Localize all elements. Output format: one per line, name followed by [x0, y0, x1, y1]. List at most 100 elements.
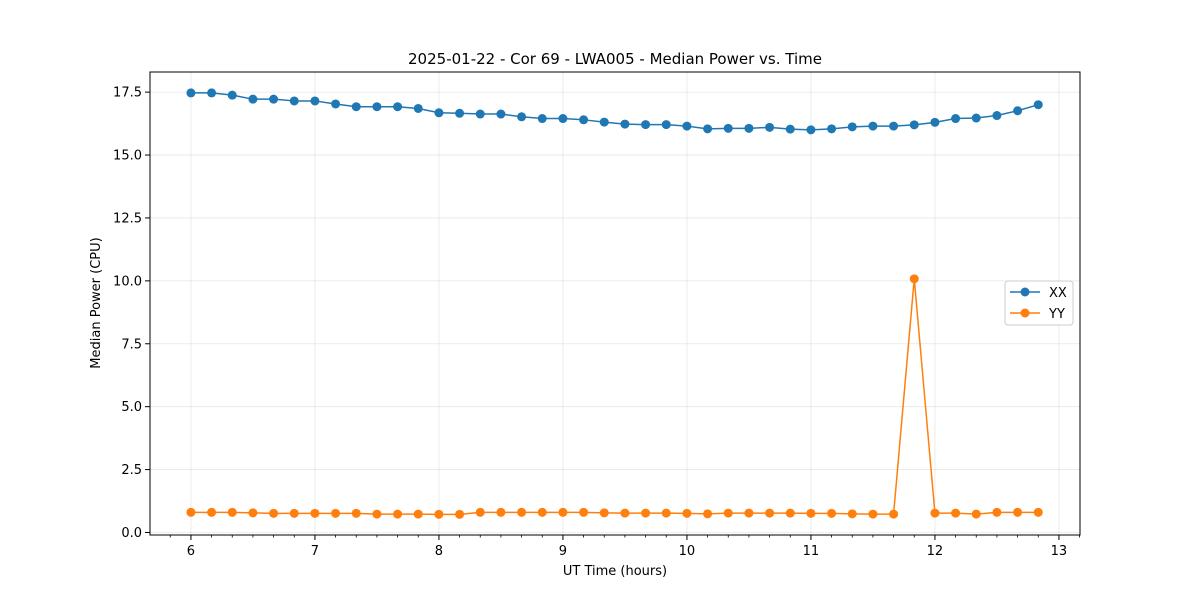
data-point-xx: [765, 122, 775, 132]
series-layer: [186, 88, 1043, 519]
data-point-xx: [951, 114, 961, 124]
y-tick-label: 2.5: [121, 463, 142, 478]
data-point-yy: [517, 507, 527, 517]
data-point-xx: [558, 114, 568, 124]
data-point-yy: [909, 274, 919, 284]
data-point-yy: [599, 508, 609, 518]
data-point-yy: [475, 507, 485, 517]
data-point-yy: [930, 508, 940, 518]
x-tick-label: 11: [803, 544, 820, 559]
data-point-xx: [537, 114, 547, 124]
x-tick-label: 6: [187, 544, 195, 559]
series-xx: [186, 88, 1043, 135]
data-point-yy: [806, 508, 816, 518]
data-point-yy: [537, 507, 547, 517]
data-point-xx: [971, 113, 981, 123]
data-point-xx: [517, 112, 527, 122]
data-point-xx: [310, 96, 320, 106]
data-point-yy: [227, 507, 237, 517]
data-point-yy: [723, 508, 733, 518]
data-point-xx: [413, 103, 423, 113]
data-point-xx: [455, 108, 465, 118]
data-point-xx: [661, 120, 671, 130]
data-point-xx: [847, 122, 857, 132]
data-point-yy: [1033, 507, 1043, 517]
chart-title: 2025-01-22 - Cor 69 - LWA005 - Median Po…: [408, 50, 822, 68]
x-tick-label: 12: [927, 544, 944, 559]
data-point-yy: [455, 509, 465, 519]
x-tick-label: 13: [1051, 544, 1068, 559]
data-point-yy: [682, 508, 692, 518]
data-point-yy: [744, 508, 754, 518]
data-point-xx: [331, 99, 341, 109]
data-point-yy: [951, 508, 961, 518]
data-point-yy: [331, 508, 341, 518]
data-point-yy: [413, 509, 423, 519]
legend-marker-xx: [1020, 287, 1030, 297]
data-point-xx: [248, 94, 258, 104]
legend: XX YY: [1004, 280, 1074, 326]
y-tick-label: 7.5: [121, 337, 142, 352]
data-point-yy: [703, 509, 713, 519]
data-point-yy: [992, 507, 1002, 517]
legend-label-yy: YY: [1048, 307, 1065, 322]
data-point-yy: [310, 508, 320, 518]
data-point-xx: [1013, 106, 1023, 116]
data-point-xx: [744, 123, 754, 133]
plot-frame: [149, 71, 1081, 536]
data-point-xx: [785, 124, 795, 134]
data-point-xx: [351, 102, 361, 112]
data-point-xx: [269, 94, 279, 104]
data-point-yy: [579, 507, 589, 517]
data-point-yy: [868, 509, 878, 519]
data-point-xx: [682, 121, 692, 131]
data-point-xx: [827, 124, 837, 134]
data-point-yy: [889, 509, 899, 519]
data-point-yy: [785, 508, 795, 518]
data-point-xx: [723, 123, 733, 133]
data-point-xx: [599, 117, 609, 127]
data-point-xx: [227, 90, 237, 100]
x-axis-label: UT Time (hours): [563, 564, 667, 579]
y-tick-label: 10.0: [113, 274, 142, 289]
data-point-yy: [186, 507, 196, 517]
data-point-xx: [806, 125, 816, 135]
x-tick-label: 7: [311, 544, 319, 559]
data-point-yy: [620, 508, 630, 518]
data-point-yy: [558, 507, 568, 517]
data-point-yy: [496, 507, 506, 517]
legend-label-xx: XX: [1049, 286, 1067, 301]
data-point-xx: [434, 108, 444, 118]
y-tick-label: 15.0: [113, 149, 142, 164]
data-point-yy: [269, 508, 279, 518]
data-point-xx: [496, 109, 506, 119]
data-point-xx: [703, 124, 713, 134]
y-tick-label: 0.0: [121, 526, 142, 541]
data-point-xx: [620, 119, 630, 129]
legend-marker-yy: [1020, 308, 1030, 318]
data-point-yy: [971, 509, 981, 519]
data-point-xx: [475, 109, 485, 119]
data-point-xx: [579, 115, 589, 125]
x-tick-label: 9: [559, 544, 567, 559]
data-point-xx: [641, 120, 651, 130]
data-point-yy: [207, 507, 217, 517]
data-point-xx: [186, 88, 196, 98]
y-tick-label: 12.5: [113, 211, 142, 226]
data-point-yy: [827, 508, 837, 518]
data-point-yy: [847, 509, 857, 519]
data-point-xx: [207, 88, 217, 98]
y-tick-label: 5.0: [121, 400, 142, 415]
data-point-yy: [1013, 507, 1023, 517]
y-axis-label: Median Power (CPU): [89, 237, 104, 368]
data-point-yy: [248, 508, 258, 518]
data-point-yy: [289, 508, 299, 518]
data-point-yy: [393, 509, 403, 519]
data-point-xx: [1033, 100, 1043, 110]
series-yy: [186, 274, 1043, 519]
data-point-xx: [930, 117, 940, 127]
data-point-yy: [641, 508, 651, 518]
